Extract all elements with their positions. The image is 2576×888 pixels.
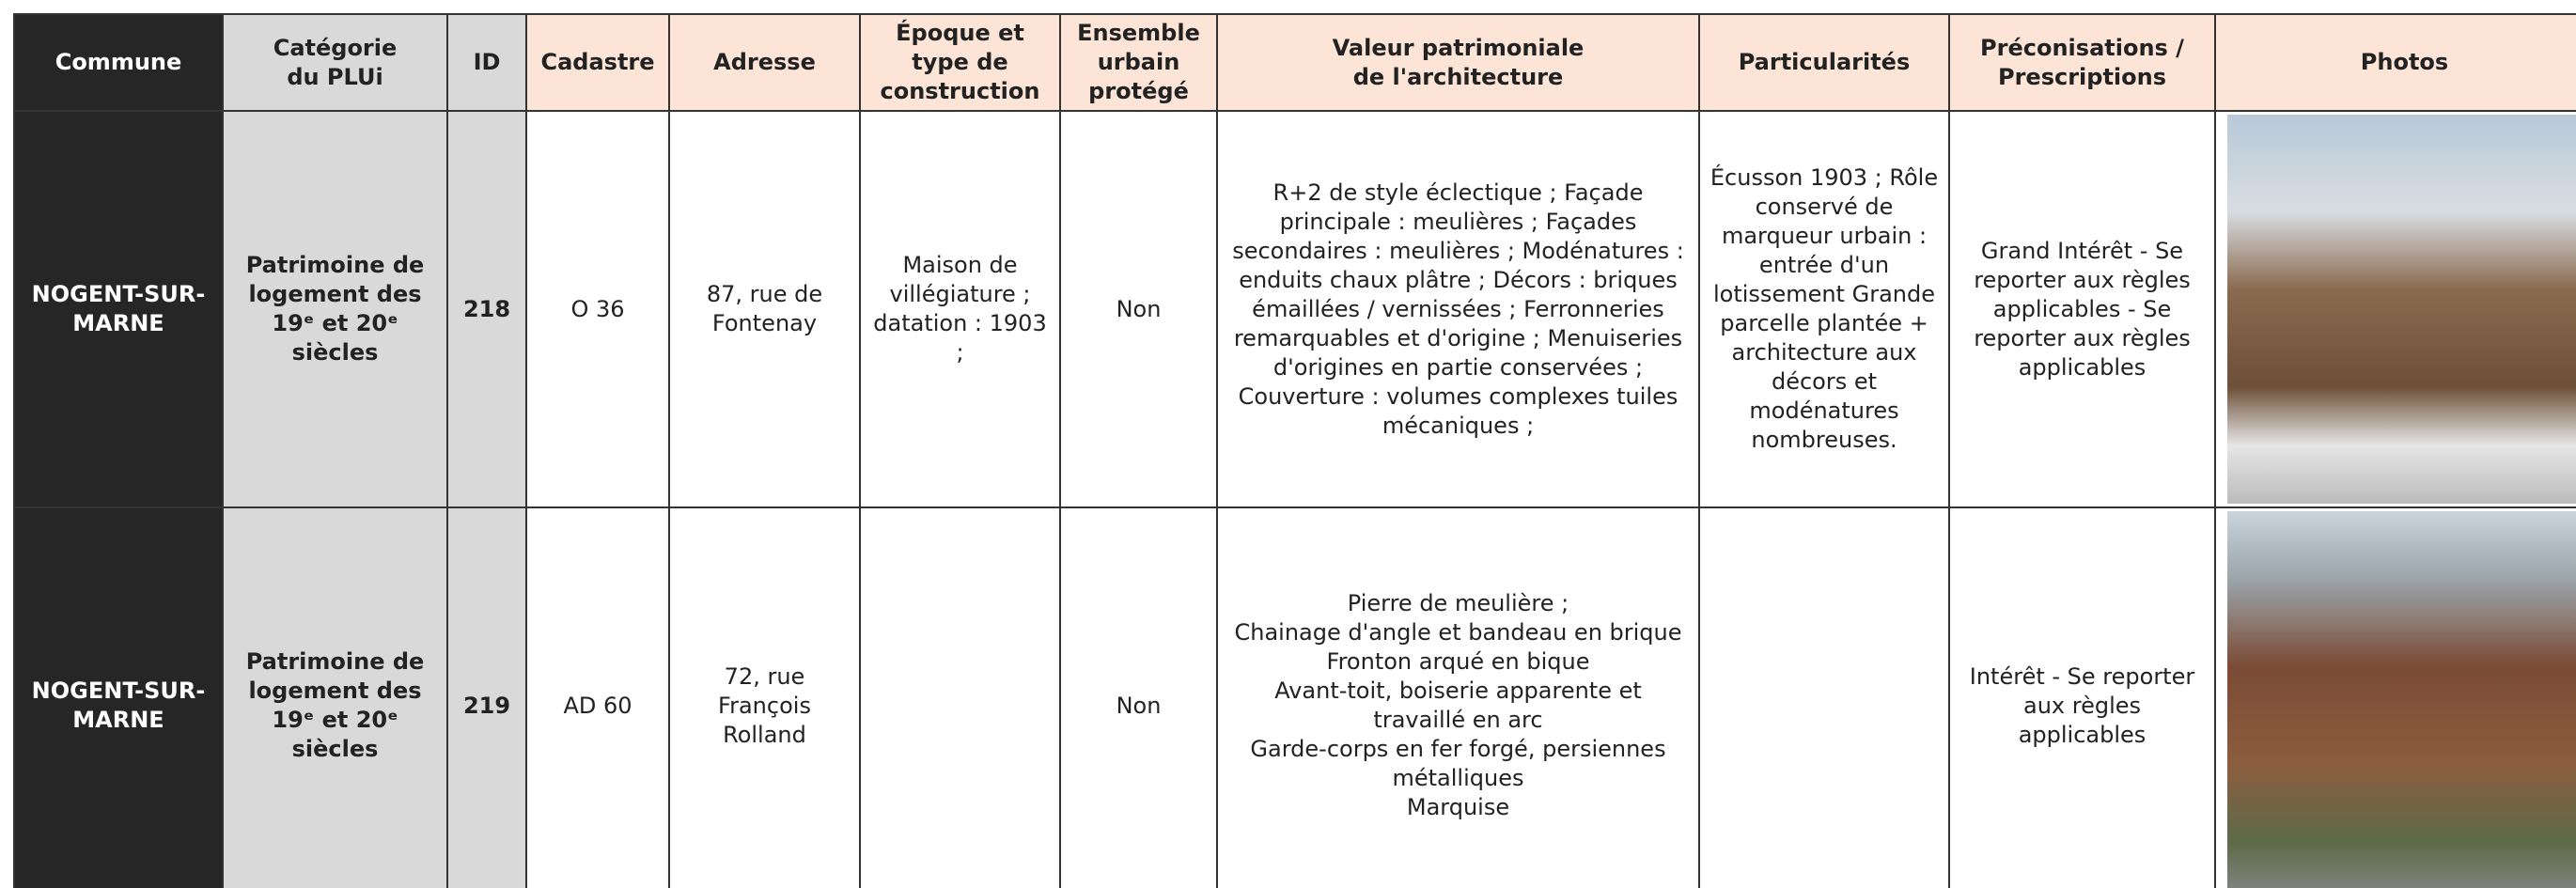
text-line: du PLUi [287, 63, 383, 90]
header-cell: Préconisations / Prescriptions [1948, 13, 2216, 112]
header-cell: Cadastre [525, 13, 670, 112]
header-cell: Commune [13, 13, 224, 112]
header-row: Commune Catégorie du PLUi ID Cadastre Adresse… [13, 13, 2576, 112]
text-line: de l'architecture [1352, 63, 1564, 90]
cell: R+2 de style éclectique ; Façade princip… [1216, 110, 1700, 508]
text-line: urbain [1097, 49, 1180, 75]
body-row: NOGENT-SUR-MARNE Patrimoine de logement d… [13, 110, 2576, 508]
cell: 72, rue François Rolland [668, 506, 861, 888]
cell: 219 [446, 506, 527, 888]
cell: Pierre de meulière ; Chainage d'angle et … [1216, 506, 1700, 888]
text-line: Ensemble [1077, 20, 1200, 46]
cell: NOGENT-SUR-MARNE [13, 110, 224, 508]
cell: 87, rue de Fontenay [668, 110, 861, 508]
header-cell: Catégorie du PLUi [222, 13, 448, 112]
heritage-table: Commune Catégorie du PLUi ID Cadastre Adresse… [13, 13, 2576, 888]
text-line: Chainage d'angle et bandeau en brique [1234, 619, 1682, 646]
header-cell: Ensemble urbain protégé [1059, 13, 1218, 112]
text-line: Valeur patrimoniale [1332, 34, 1585, 61]
header-cell: Photos [2214, 13, 2576, 112]
header-cell: ID [446, 13, 527, 112]
text-line: Avant-toit, boiserie apparente et travai… [1274, 678, 1642, 733]
cell [1698, 506, 1950, 888]
cell: Non [1059, 506, 1218, 888]
text-line: Marquise [1406, 794, 1510, 820]
cell: Intérêt - Se reporter aux règles applica… [1948, 506, 2216, 888]
photo [2227, 511, 2576, 888]
text-line: Prescriptions [1997, 63, 2166, 90]
cell: Non [1059, 110, 1218, 508]
photo-cell [2214, 110, 2576, 508]
cell: Patrimoine de logement des 19ᵉ et 20ᵉ si… [222, 110, 448, 508]
cell: Patrimoine de logement des 19ᵉ et 20ᵉ si… [222, 506, 448, 888]
photo-cell [2214, 506, 2576, 888]
header-cell: Valeur patrimoniale de l'architecture [1216, 13, 1700, 112]
cell: AD 60 [525, 506, 670, 888]
cell: O 36 [525, 110, 670, 508]
cell: Grand Intérêt - Se reporter aux règles a… [1948, 110, 2216, 508]
text-line: Catégorie [273, 34, 398, 61]
cell: Maison de villégiature ; datation : 1903… [859, 110, 1061, 508]
text-line: Fronton arqué en bique [1326, 648, 1590, 675]
header-cell: Adresse [668, 13, 861, 112]
text-line: protégé [1088, 78, 1189, 104]
text-line: Préconisations / [1980, 34, 2184, 61]
header-cell: Époque et type de construction [859, 13, 1061, 112]
text-line: Pierre de meulière ; [1347, 590, 1569, 616]
cell: Écusson 1903 ; Rôle conservé de marqueur… [1698, 110, 1950, 508]
body-row: NOGENT-SUR-MARNE Patrimoine de logement d… [13, 506, 2576, 888]
cell [859, 506, 1061, 888]
header-cell: Particularités [1698, 13, 1950, 112]
text-line: construction [880, 78, 1040, 104]
cell: 218 [446, 110, 527, 508]
photo [2227, 115, 2576, 504]
text-line: Garde-corps en fer forgé, persiennes mét… [1250, 736, 1666, 791]
cell: NOGENT-SUR-MARNE [13, 506, 224, 888]
table-wrap: Commune Catégorie du PLUi ID Cadastre Adresse… [13, 13, 2576, 888]
text-line: Époque et [896, 20, 1024, 46]
text-line: type de [912, 49, 1008, 75]
